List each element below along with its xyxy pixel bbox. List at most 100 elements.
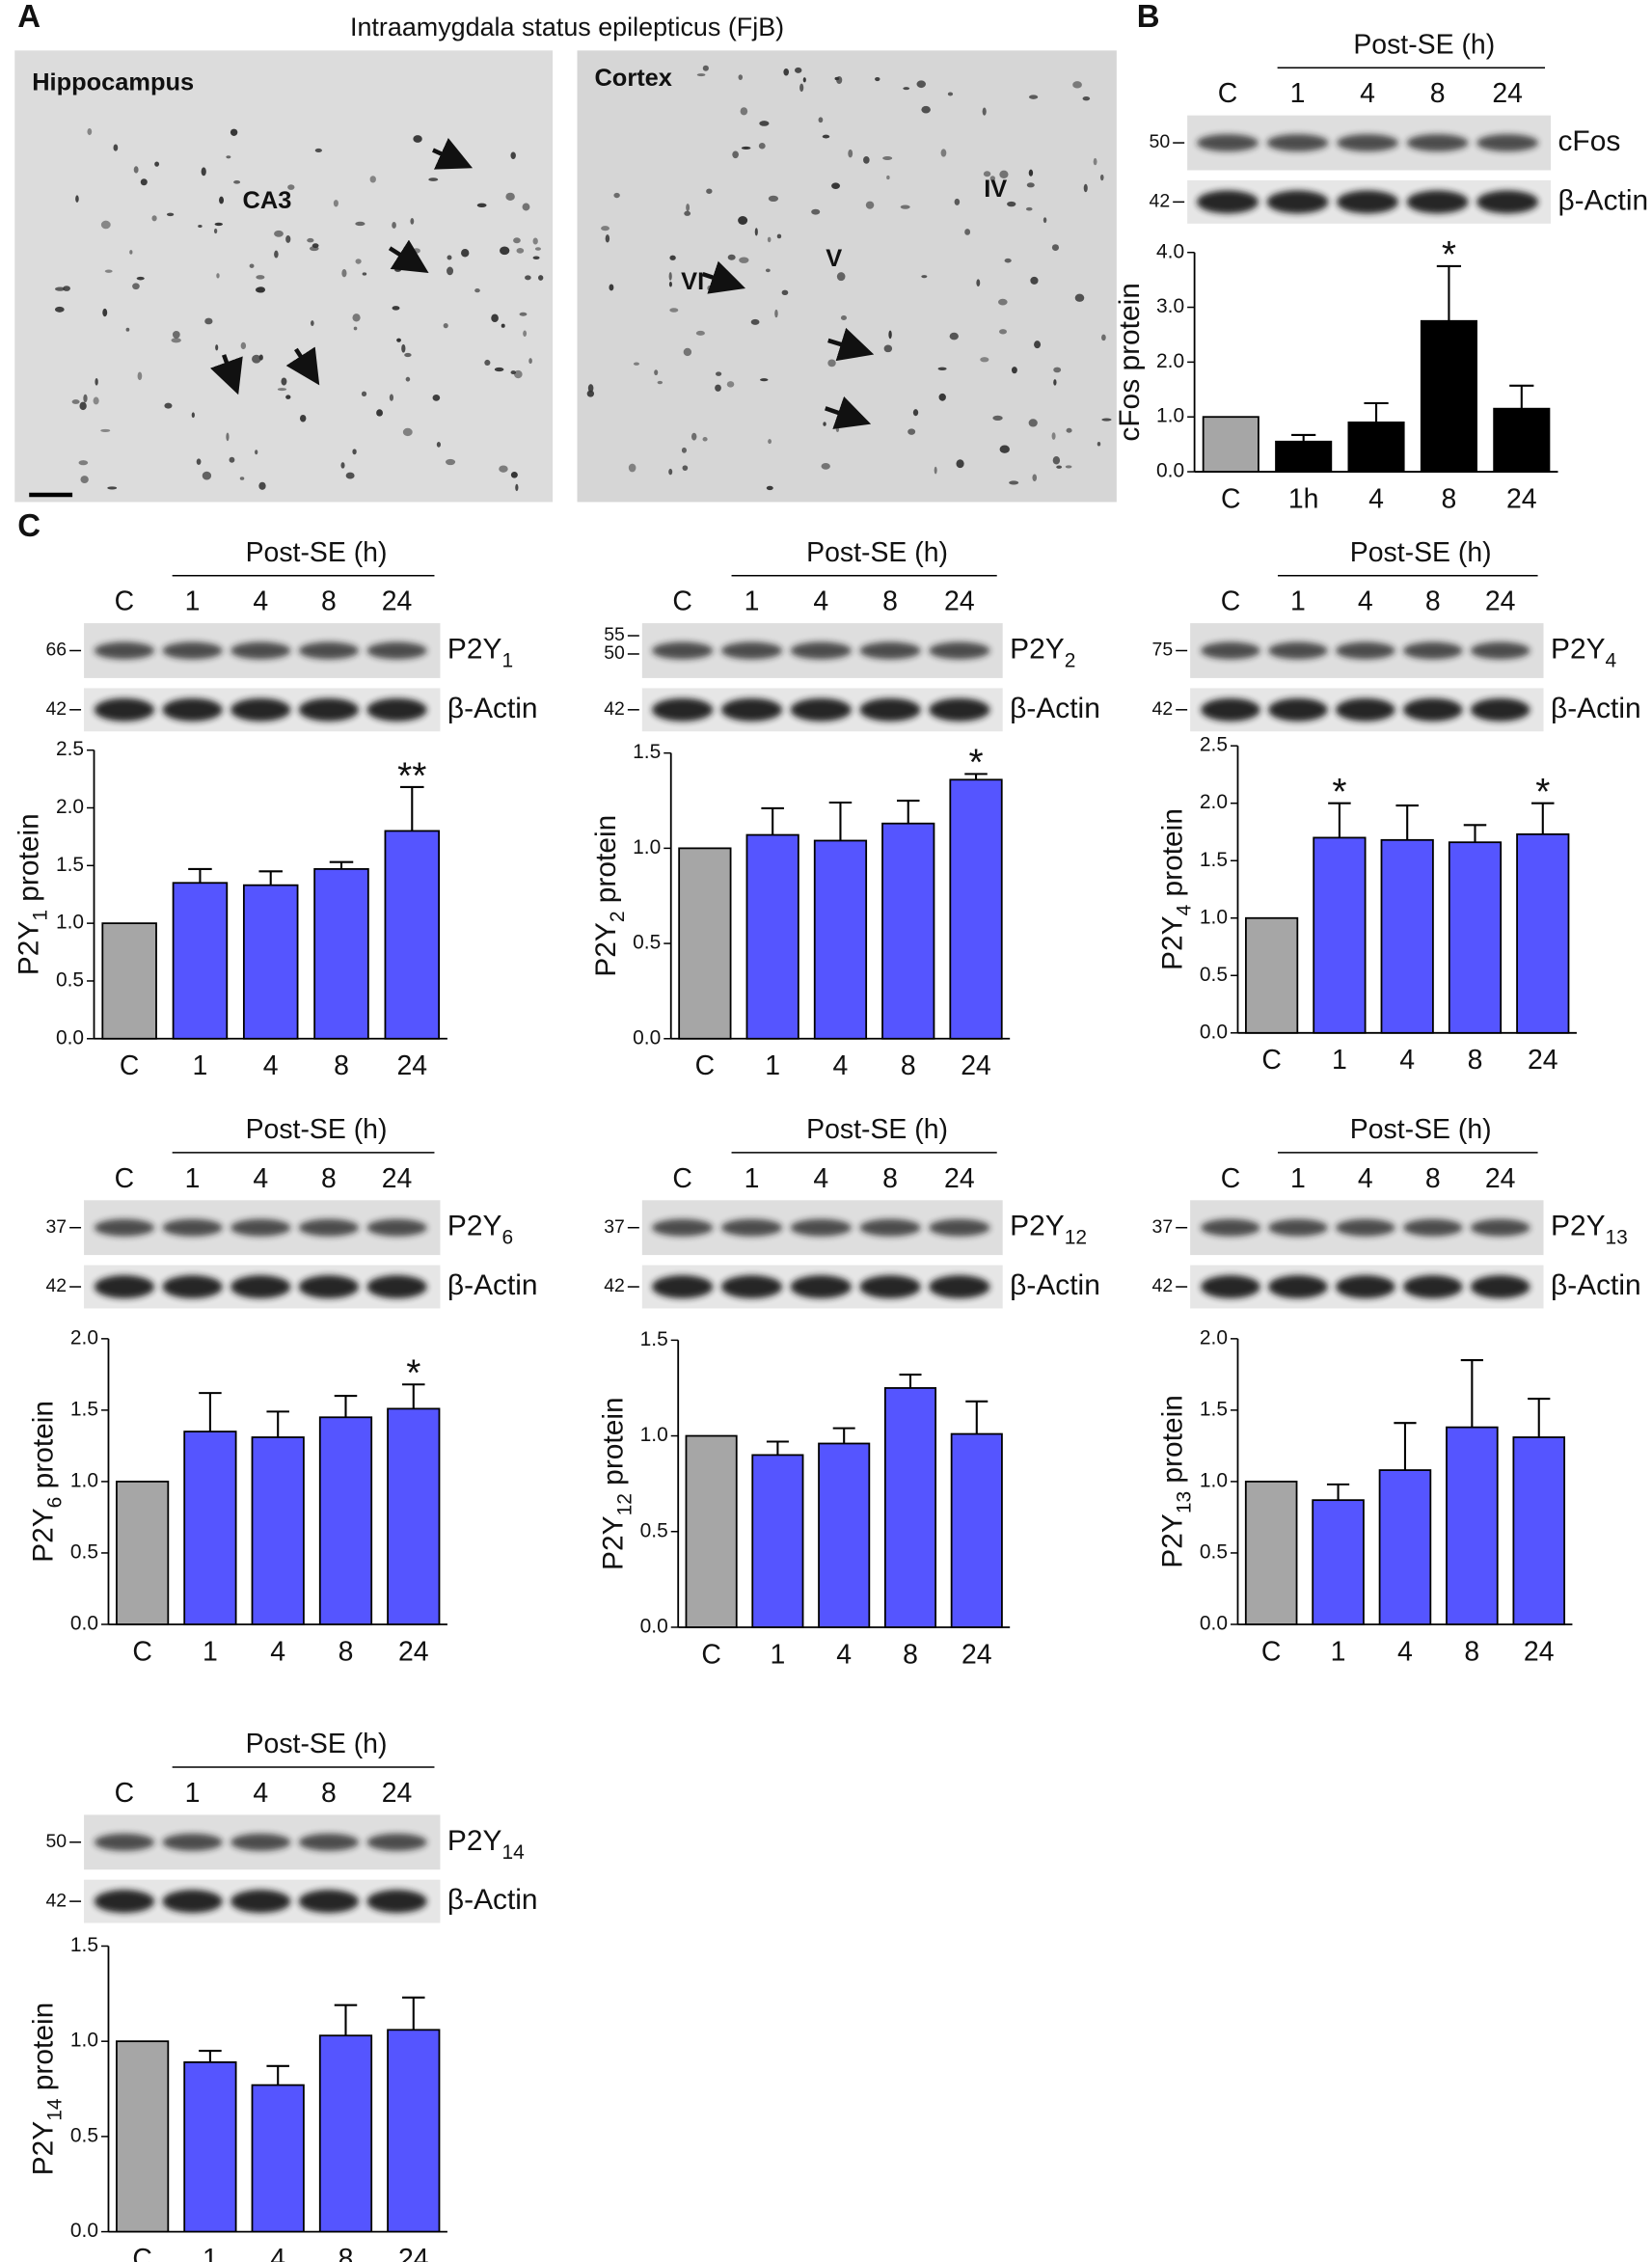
layer-label: V (826, 245, 842, 272)
blot-band (929, 697, 990, 722)
blot-band (1201, 1275, 1260, 1298)
x-tick-label: 4 (1368, 483, 1384, 514)
cell (1030, 276, 1039, 285)
y-axis-label-part: protein (1157, 1395, 1189, 1491)
cell (361, 391, 367, 397)
cell (1011, 367, 1017, 374)
blot-band (162, 697, 223, 722)
blot-band (1402, 697, 1463, 722)
y-tick-label: 0.0 (1200, 1021, 1228, 1043)
band-label-part: β-Actin (1010, 693, 1100, 724)
cell (702, 65, 709, 71)
bar (818, 1442, 871, 1628)
blot-band (720, 1275, 783, 1298)
cell (799, 83, 804, 93)
cell (528, 358, 532, 365)
y-axis-label: P2Y4 protein (1157, 808, 1196, 970)
x-tick-label: 8 (1442, 483, 1457, 514)
cell (760, 378, 769, 382)
cell (1034, 341, 1042, 349)
band-label: β-Actin (1557, 184, 1648, 216)
cell (256, 275, 265, 280)
blot-band (230, 1275, 291, 1298)
cell (532, 256, 540, 259)
x-tick-label: C (1261, 1045, 1282, 1076)
cell (214, 222, 223, 227)
cell (827, 359, 836, 368)
cell (738, 74, 744, 80)
blot-band (790, 641, 852, 660)
bar (1202, 416, 1259, 473)
cell (1051, 244, 1060, 251)
cell (505, 192, 515, 202)
error-bar (1509, 384, 1534, 409)
cell (132, 283, 140, 290)
y-axis-label-part: 1 (30, 910, 52, 921)
band-label: P2Y12 (1010, 1211, 1087, 1249)
cell (707, 286, 712, 291)
cell (476, 203, 487, 207)
y-tick-label: 0.0 (70, 2220, 98, 2242)
x-tick-label: 1 (1331, 1636, 1346, 1667)
cell (355, 221, 366, 227)
error-bar (266, 1410, 289, 1438)
blot-band (230, 1833, 291, 1851)
cell (523, 330, 528, 337)
blot-band (1266, 190, 1329, 214)
y-tick-label: 0.5 (1200, 1540, 1228, 1563)
x-tick-label: 24 (961, 1639, 992, 1670)
cell (133, 166, 139, 174)
cell (239, 477, 245, 480)
bar (1347, 421, 1405, 473)
y-tick-label: 0.5 (633, 932, 661, 954)
blot-band (366, 697, 427, 722)
cell (811, 208, 821, 215)
cell (396, 338, 401, 342)
blot-band (1197, 134, 1259, 152)
cell (432, 394, 441, 401)
cell (669, 308, 679, 313)
cell (938, 393, 946, 401)
y-tick-label: 0.0 (56, 1026, 84, 1049)
blot-band (162, 1833, 223, 1851)
lane-label: 24 (1485, 1163, 1516, 1194)
y-tick-label: 0.5 (1200, 964, 1228, 986)
blot-band (652, 1275, 714, 1298)
cell (1083, 183, 1088, 193)
cell (191, 412, 195, 419)
y-tick-label: 3.0 (1156, 295, 1184, 317)
y-tick-label: 1.5 (640, 1328, 668, 1350)
mw-marker: 42 (604, 1275, 625, 1296)
cell (474, 288, 480, 293)
y-tick-label: 0.0 (633, 1026, 661, 1049)
lane-label: 4 (813, 586, 828, 617)
blot-header: Post-SE (h) (246, 1114, 388, 1145)
cell (166, 212, 175, 217)
cell (758, 142, 766, 150)
cell (686, 204, 691, 212)
blot-header: Post-SE (h) (806, 537, 948, 568)
y-axis-label-part: 2 (607, 912, 629, 923)
cell (956, 459, 964, 469)
blot-band (1201, 641, 1260, 660)
cell (739, 257, 749, 263)
y-tick-label: 1.0 (70, 1469, 98, 1491)
cell (137, 371, 143, 381)
cell (741, 146, 751, 150)
band-label-part: P2Y (1551, 1211, 1606, 1242)
lane-label: 24 (1492, 78, 1523, 109)
cell (715, 384, 721, 392)
cell (299, 414, 307, 422)
blot-band (1336, 641, 1395, 660)
band-label: β-Actin (1010, 693, 1100, 724)
band-label: P2Y6 (447, 1211, 513, 1249)
cell (976, 279, 981, 286)
cell (447, 266, 454, 276)
blot-band (162, 1275, 223, 1298)
cell (389, 394, 394, 401)
error-bar (1394, 1422, 1417, 1471)
blot-band (298, 697, 360, 722)
cell (405, 376, 411, 382)
cell (738, 216, 748, 225)
mw-marker: 50 (1150, 131, 1171, 152)
